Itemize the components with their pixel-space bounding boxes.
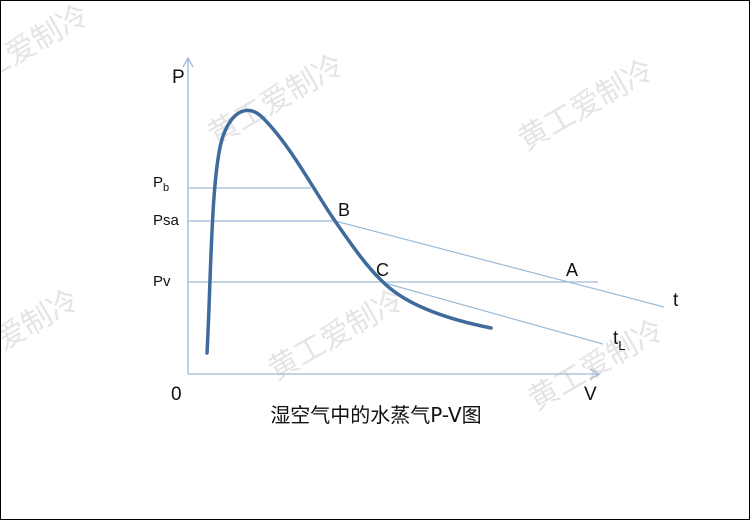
isotherm-tl-sub: L <box>618 338 625 353</box>
psa-label: Psa <box>153 212 180 229</box>
pressure-lines <box>188 187 598 283</box>
isotherm-t-line <box>334 220 665 308</box>
origin-label: 0 <box>171 384 182 405</box>
watermark: 黄工爱制冷 <box>1 283 85 388</box>
p-axis-arrow <box>182 56 194 68</box>
point-c-label: C <box>376 260 389 280</box>
isotherm-t-label: t <box>673 290 679 311</box>
pb-label: Pb <box>153 174 169 194</box>
p-axis-label: P <box>172 67 185 88</box>
watermark: 黄工爱制冷 <box>203 48 350 153</box>
v-axis-arrow <box>589 368 601 380</box>
watermark: 黄工爱制冷 <box>513 53 660 158</box>
isotherm-lines <box>334 220 665 345</box>
diagram-caption: 湿空气中的水蒸气P-V图 <box>270 403 482 427</box>
axes <box>182 56 601 380</box>
isotherm-tl-main: t <box>613 328 619 349</box>
isotherm-tl-label: tL <box>613 328 626 353</box>
pv-label: Pv <box>153 273 171 290</box>
point-b-label: B <box>338 200 350 220</box>
isotherm-tl-line <box>380 281 604 345</box>
point-a-label: A <box>566 260 578 280</box>
saturation-curve <box>205 108 493 355</box>
v-axis-label: V <box>584 384 597 405</box>
pb-label-sub: b <box>163 182 169 194</box>
pb-label-main: P <box>153 174 163 191</box>
watermark: 黄工爱制冷 <box>1 1 95 103</box>
watermark-group: 黄工爱制冷 黄工爱制冷 黄工爱制冷 黄工爱制冷 黄工爱制冷 黄工爱制冷 <box>1 1 670 418</box>
watermark: 黄工爱制冷 <box>263 283 410 388</box>
